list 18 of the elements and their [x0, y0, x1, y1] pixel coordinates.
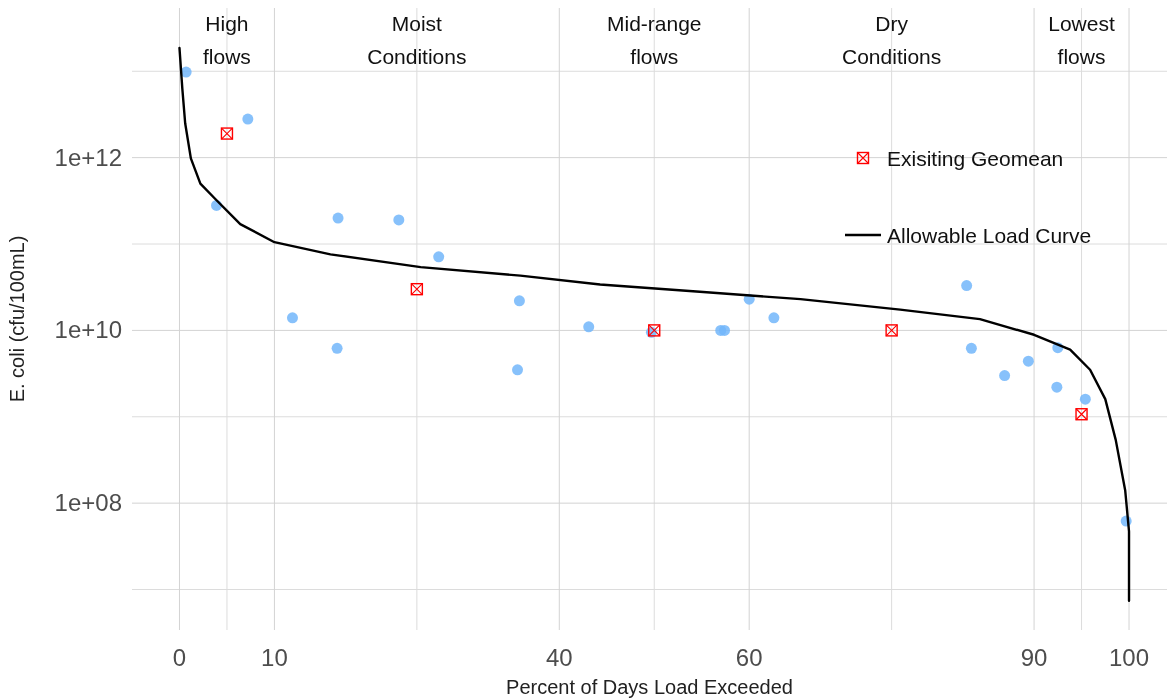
x-axis-title: Percent of Days Load Exceeded	[506, 676, 793, 698]
legend-label: Allowable Load Curve	[887, 224, 1092, 247]
x-tick-label: 90	[1020, 644, 1048, 671]
x-tick-label: 100	[1108, 644, 1150, 671]
y-tick-label: 1e+08	[54, 489, 122, 517]
annotation: Moist Conditions	[367, 11, 467, 68]
x-tick-label: 40	[545, 644, 573, 671]
y-tick-label: 1e+10	[54, 316, 122, 344]
x-tick-label: 0	[172, 644, 187, 671]
annotation: Dry Conditions	[842, 11, 942, 68]
legend-label: Exisiting Geomean	[887, 147, 1064, 170]
y-axis-title: E. coli (cfu/100mL)	[6, 235, 28, 403]
y-tick-label: 1e+12	[54, 143, 122, 171]
annotation: High flows	[203, 11, 251, 68]
annotation: Lowest flows	[1048, 11, 1115, 68]
x-tick-label: 60	[735, 644, 763, 671]
x-tick-label: 10	[261, 644, 288, 671]
annotation: Mid-range flows	[606, 11, 702, 68]
